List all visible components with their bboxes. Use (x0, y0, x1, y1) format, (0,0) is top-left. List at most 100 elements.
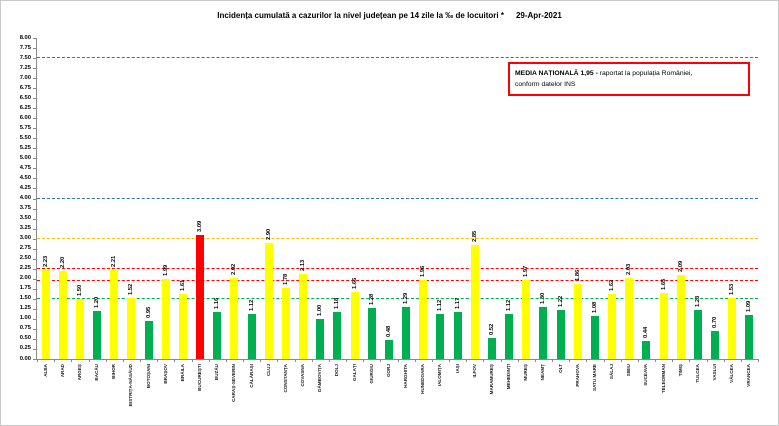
y-axis-tick-label: 6.00 (19, 114, 31, 121)
national-average-value: MEDIA NAȚIONALĂ 1,95 - (515, 70, 598, 77)
bar-value-label: 1.20 (94, 296, 101, 308)
bar-TIMIȘ (676, 275, 685, 359)
bar-value-label: 1.96 (420, 266, 427, 278)
x-axis-tick-mark (620, 359, 622, 362)
national-average-text-line2: conform datelor INS (515, 81, 576, 89)
x-axis-label: OLT (557, 364, 563, 373)
x-axis-tick-mark (603, 359, 605, 362)
bar-value-label: 0.95 (145, 306, 152, 318)
x-axis-label: HUNEDOARA (420, 364, 426, 394)
bar-CĂLĂRAȘI (247, 314, 256, 359)
y-axis-tick-mark (33, 359, 36, 360)
x-axis-tick-mark (88, 359, 90, 362)
bar-value-label: 1.16 (214, 298, 221, 310)
x-axis-tick-mark (483, 359, 485, 362)
bar-value-label: 1.22 (557, 295, 564, 308)
x-axis-label: CARAȘ-SEVERIN (231, 364, 237, 403)
y-axis-tick-mark (33, 48, 36, 50)
x-axis-tick-mark (397, 359, 399, 362)
x-axis-tick-mark (672, 359, 674, 362)
x-axis-label: BRAȘOV (162, 364, 168, 384)
y-axis-tick-mark (33, 38, 36, 39)
y-axis-tick-label: 8.00 (19, 34, 31, 41)
bar-ALBA (41, 269, 50, 359)
y-axis-tick-mark (33, 68, 36, 70)
bar-MEHEDINȚI (505, 314, 514, 359)
x-axis-label: SUCEAVA (643, 364, 649, 386)
bar-value-label: 1.12 (248, 299, 255, 312)
y-axis-tick-mark (33, 58, 36, 60)
bar-SĂLAJ (608, 293, 617, 359)
bar-value-label: 1.52 (128, 283, 135, 295)
x-axis-tick-mark (54, 359, 56, 362)
x-axis-label: BIHOR (111, 364, 117, 379)
x-axis-tick-mark (208, 359, 210, 362)
y-axis-tick-label: 3.50 (19, 215, 31, 222)
x-axis-tick-mark (569, 359, 571, 362)
bar-value-label: 0.52 (488, 323, 495, 336)
x-axis-label: TELEORMAN (660, 364, 666, 394)
chart-title-row: Incidența cumulată a cazurilor la nivel … (1, 11, 778, 20)
bar-VRANCEA (745, 315, 754, 359)
y-axis-tick-label: 7.50 (19, 54, 31, 61)
y-axis-tick-label: 0.00 (19, 355, 31, 362)
reference-line-1.95 (37, 279, 758, 281)
bar-ARAD (58, 270, 67, 359)
bar-value-label: 1.86 (574, 270, 581, 282)
y-axis-tick-label: 1.25 (19, 305, 31, 312)
y-axis-tick-label: 1.75 (19, 285, 31, 292)
bar-VÂLCEA (728, 297, 737, 359)
y-axis-tick-label: 4.50 (19, 174, 31, 181)
y-axis-tick-mark (33, 248, 36, 250)
bar-SATU MARE (590, 315, 599, 359)
y-axis-tick-label: 0.25 (19, 345, 31, 352)
y-axis-tick-label: 3.00 (19, 235, 31, 242)
y-axis-tick-label: 4.75 (19, 164, 31, 171)
bar-CARAȘ-SEVERIN (230, 277, 239, 359)
x-axis-tick-mark (37, 359, 38, 362)
y-axis-tick-label: 1.00 (19, 315, 31, 322)
x-axis-label: GIURGIU (368, 364, 374, 384)
y-axis-tick-mark (33, 108, 36, 110)
x-axis-label: BRĂILA (179, 364, 185, 382)
bar-value-label: 1.30 (540, 292, 547, 304)
x-axis-label: BACĂU (94, 364, 100, 381)
bar-value-label: 2.13 (300, 259, 307, 271)
x-axis-label: HARGHITA (403, 364, 409, 388)
x-axis-label: TIMIȘ (677, 364, 683, 377)
y-axis-tick-mark (33, 228, 36, 230)
y-axis-tick-mark (33, 88, 36, 90)
x-axis-tick-mark (466, 359, 468, 362)
reference-line-1.5 (37, 297, 758, 299)
bar-value-label: 1.17 (454, 297, 461, 310)
y-axis-tick-mark (33, 328, 36, 330)
bar-GALAȚI (350, 292, 359, 359)
bar-SUCEAVA (642, 341, 651, 359)
y-axis-tick-label: 5.25 (19, 144, 31, 151)
bar-BIHOR (110, 270, 119, 359)
bar-value-label: 0.44 (643, 327, 650, 339)
x-axis-tick-mark (174, 359, 176, 362)
bar-value-label: 1.12 (506, 299, 513, 312)
bar-value-label: 2.90 (265, 228, 272, 240)
y-axis-tick-mark (33, 168, 36, 170)
y-axis-tick-mark (33, 138, 36, 140)
bar-value-label: 1.12 (437, 299, 444, 312)
bar-MARAMUREȘ (487, 338, 496, 359)
x-axis-label: TULCEA (694, 364, 700, 383)
bar-ILFOV (470, 244, 479, 359)
x-axis-label: SATU MARE (591, 364, 597, 391)
y-axis-tick-mark (33, 198, 36, 200)
x-axis-tick-mark (706, 359, 708, 362)
y-axis-tick-label: 2.00 (19, 275, 31, 282)
bar-OLT (556, 310, 565, 359)
y-axis-tick-label: 6.75 (19, 84, 31, 91)
x-axis-label: BISTRIȚA-NĂSĂUD (128, 364, 134, 407)
reference-line-3 (37, 237, 758, 239)
bar-value-label: 2.03 (626, 263, 633, 275)
y-axis-tick-label: 2.50 (19, 255, 31, 262)
y-axis-tick-label: 2.25 (19, 265, 31, 272)
bar-value-label: 1.00 (317, 304, 324, 316)
x-axis-label: NEAMȚ (540, 364, 546, 381)
